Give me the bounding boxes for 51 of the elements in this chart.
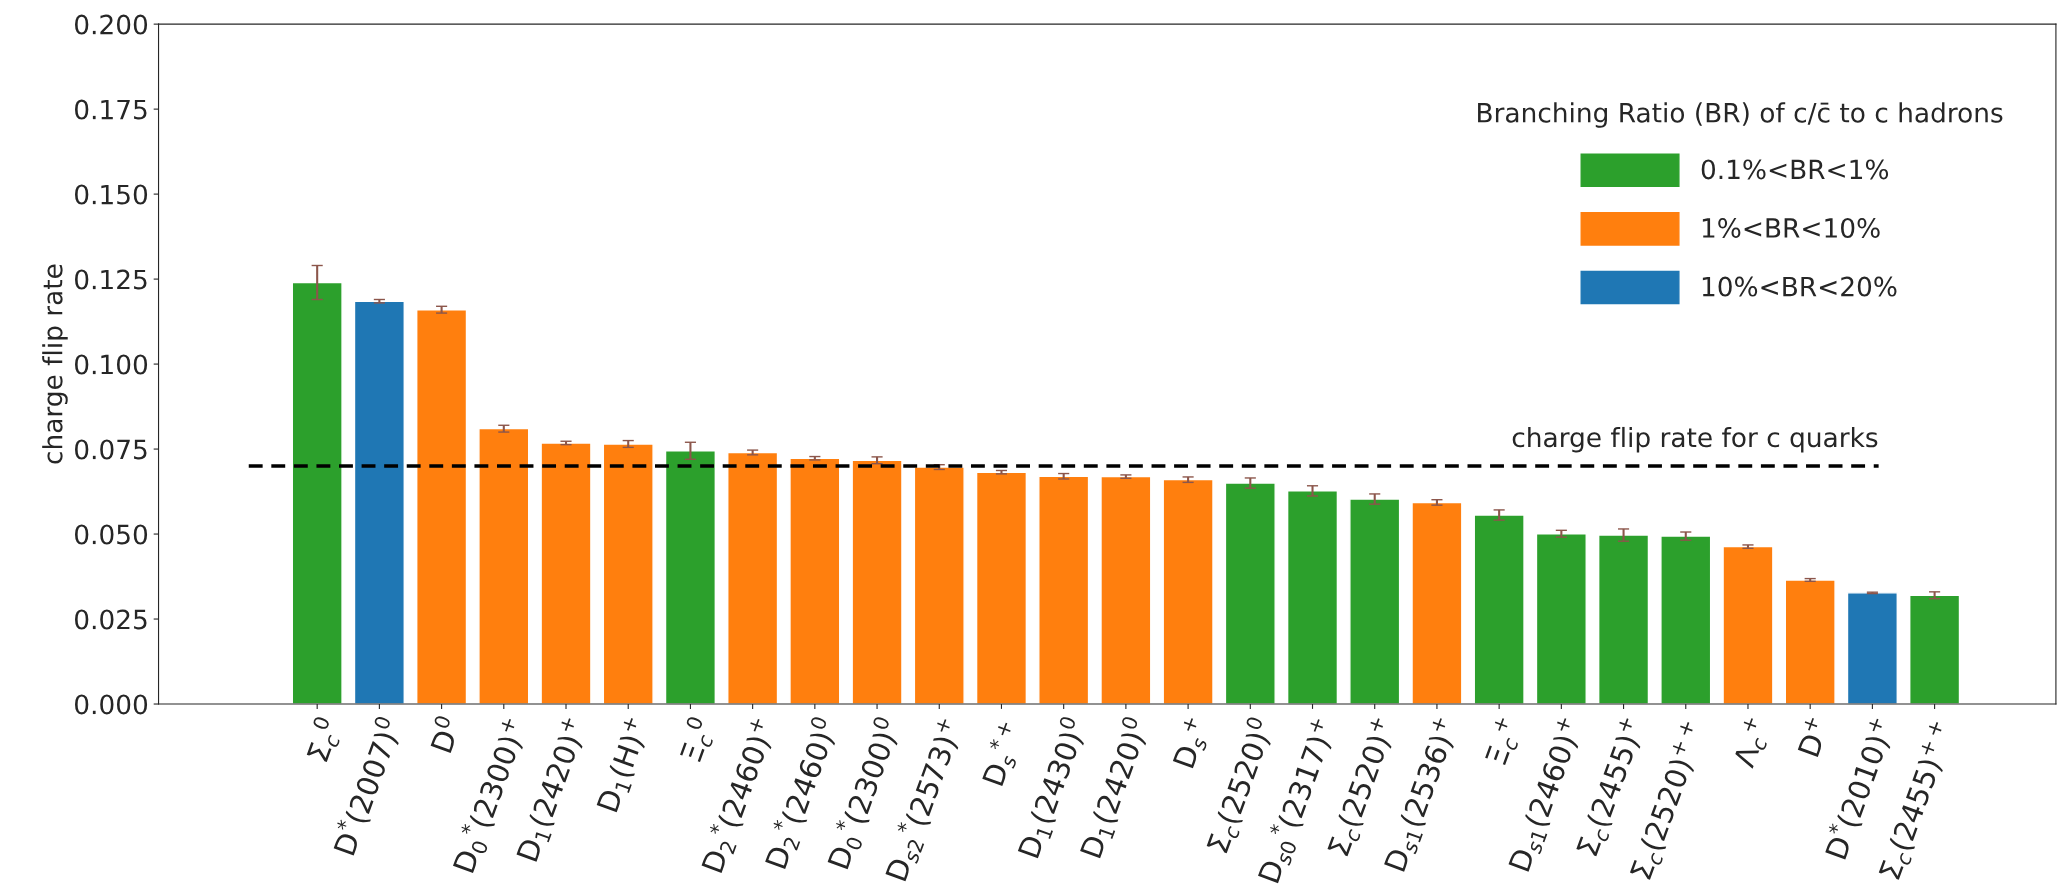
bar — [1784, 579, 1836, 705]
bar — [1349, 498, 1401, 705]
legend-title: Branching Ratio (BR) of c/c̄ to c hadrons — [1478, 102, 2003, 128]
bar — [913, 466, 965, 705]
y-tick-label: 0.075 — [75, 439, 147, 460]
bar — [1597, 534, 1650, 705]
y-tick-label: 0.025 — [75, 609, 147, 630]
x-tick-label: Σ$_{c}$$^{0}$ — [302, 715, 346, 764]
bar — [602, 443, 654, 705]
x-tick-label: D$_{1}$(H)$^{+}$ — [594, 716, 654, 814]
bar — [1846, 592, 1898, 705]
x-tick-label: Ξ$_{c}$$^{0}$ — [675, 715, 719, 764]
x-tick-label: D$_{s}$$^{+}$ — [1170, 716, 1214, 771]
y-tick-label: 0.125 — [75, 269, 147, 290]
bar — [789, 457, 841, 705]
y-tick-label: 0.000 — [75, 694, 148, 715]
bar — [1162, 478, 1214, 705]
legend-label: 0.1%<BR<1% — [1701, 159, 1889, 180]
y-tick-label: 0.200 — [75, 14, 148, 35]
ref-line-label: charge flip rate for c quarks — [1512, 426, 1878, 453]
bar — [1286, 490, 1339, 705]
x-tick-label: Λ$_{c}$$^{+}$ — [1730, 716, 1774, 771]
bar — [1722, 545, 1774, 705]
bar — [353, 300, 405, 705]
bar — [727, 451, 779, 705]
x-tick-label: D$^{+}$ — [1795, 716, 1830, 757]
x-tick-label: Ξ$_{c}$$^{+}$ — [1482, 716, 1525, 767]
bar — [975, 471, 1028, 705]
bar — [416, 308, 468, 705]
y-tick-label: 0.150 — [75, 184, 148, 205]
bar — [1100, 475, 1152, 705]
bar — [851, 459, 903, 705]
bar — [1473, 514, 1525, 705]
y-tick-label: 0.050 — [75, 524, 148, 545]
bar — [1224, 482, 1276, 705]
bar — [478, 427, 530, 705]
bar — [540, 442, 592, 705]
bar — [1411, 501, 1463, 705]
y-axis-title: charge flip rate — [42, 264, 68, 464]
x-tick-label: D$_{s}$$^{*+}$ — [977, 720, 1028, 788]
bar — [1038, 475, 1090, 705]
legend-label: 1%<BR<10% — [1702, 218, 1880, 238]
bar — [1535, 533, 1587, 705]
bar — [291, 281, 343, 705]
bar — [1660, 535, 1712, 705]
y-tick-label: 0.175 — [75, 99, 147, 120]
legend-label: 10%<BR<20% — [1702, 276, 1897, 297]
x-tick-label: D$^{0}$ — [425, 714, 462, 754]
bar — [1909, 594, 1961, 705]
y-tick-label: 0.100 — [75, 354, 148, 375]
bar — [664, 450, 717, 705]
